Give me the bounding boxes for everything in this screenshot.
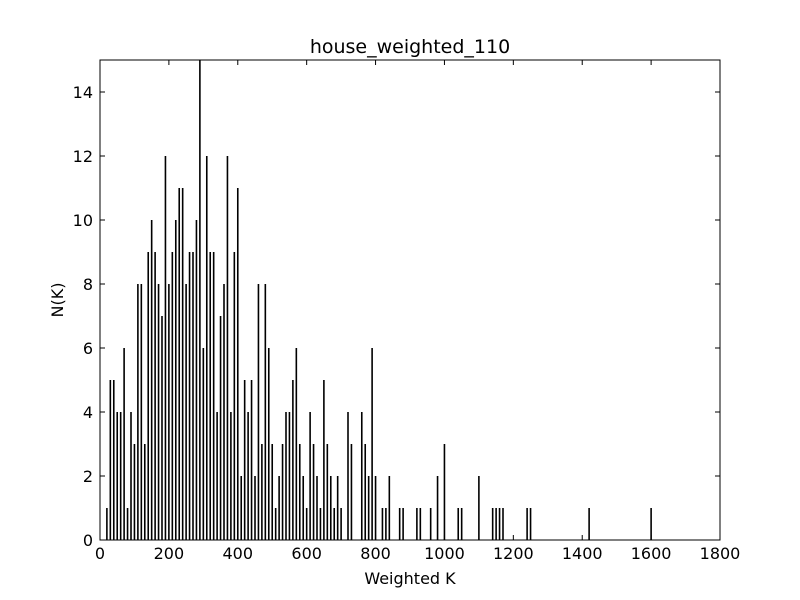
x-tick-label-5: 1000	[424, 544, 465, 563]
x-axis-label: Weighted K	[364, 569, 456, 588]
x-tick-label-9: 1800	[700, 544, 741, 563]
y-tick-label-0: 0	[83, 531, 93, 550]
y-axis-ticks: 0 2 4 6 8 10 12 14	[73, 83, 720, 550]
x-tick-label-8: 1600	[631, 544, 672, 563]
chart-title: house_weighted_110	[310, 36, 510, 58]
x-tick-label-2: 400	[223, 544, 254, 563]
y-axis-label: N(K)	[48, 283, 67, 318]
y-tick-label-4: 8	[83, 275, 93, 294]
x-tick-label-7: 1400	[562, 544, 603, 563]
y-tick-label-3: 6	[83, 339, 93, 358]
y-tick-label-7: 14	[73, 83, 93, 102]
plot-frame	[99, 59, 721, 541]
x-tick-label-1: 200	[154, 544, 185, 563]
x-tick-label-0: 0	[95, 544, 105, 563]
y-tick-label-2: 4	[83, 403, 93, 422]
y-tick-label-6: 12	[73, 147, 93, 166]
y-tick-label-1: 2	[83, 467, 93, 486]
x-axis-ticks: 0 200 400 600 800 1000 1200 1400 1600 1800	[95, 60, 740, 563]
x-tick-label-4: 800	[360, 544, 391, 563]
y-tick-label-5: 10	[73, 211, 93, 230]
x-tick-label-3: 600	[291, 544, 322, 563]
bars-group	[106, 60, 652, 540]
x-tick-label-6: 1200	[493, 544, 534, 563]
